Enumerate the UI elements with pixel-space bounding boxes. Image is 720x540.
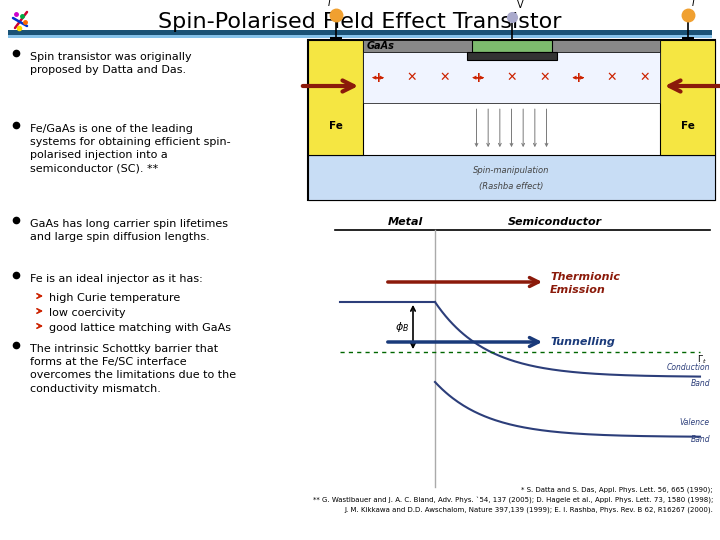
Text: $\Gamma_t$: $\Gamma_t$ <box>697 354 707 367</box>
Bar <box>363 52 660 103</box>
Text: low coercivity: low coercivity <box>49 308 125 318</box>
Text: ✕: ✕ <box>439 71 450 84</box>
Text: Spin-manipulation: Spin-manipulation <box>473 166 549 176</box>
Text: +: + <box>572 71 584 85</box>
Bar <box>330 37 341 41</box>
Text: * S. Datta and S. Das, Appl. Phys. Lett. 56, 665 (1990);: * S. Datta and S. Das, Appl. Phys. Lett.… <box>521 487 713 493</box>
Text: Band: Band <box>690 379 710 388</box>
Text: Conduction: Conduction <box>667 363 710 372</box>
Text: Fe/GaAs is one of the leading
systems for obtaining efficient spin-
polarised in: Fe/GaAs is one of the leading systems fo… <box>30 124 230 173</box>
Text: J. M. Kikkawa and D.D. Awschalom, Nature 397,139 (1999); E. I. Rashba, Phys. Rev: J. M. Kikkawa and D.D. Awschalom, Nature… <box>344 507 713 513</box>
Text: Spin-Polarised Field Effect Transistor: Spin-Polarised Field Effect Transistor <box>158 12 562 32</box>
Bar <box>308 155 715 200</box>
Bar <box>660 40 715 155</box>
Text: Band: Band <box>690 435 710 444</box>
Text: Fe: Fe <box>328 122 343 131</box>
Text: Spin transistor was originally
proposed by Datta and Das.: Spin transistor was originally proposed … <box>30 52 192 75</box>
Bar <box>682 37 693 41</box>
Text: $\phi_B$: $\phi_B$ <box>395 320 409 334</box>
Text: V: V <box>516 0 523 10</box>
Bar <box>8 35 712 38</box>
Text: ** G. Wastlbauer and J. A. C. Bland, Adv. Phys. `54, 137 (2005); D. Hagele et al: ** G. Wastlbauer and J. A. C. Bland, Adv… <box>312 496 713 503</box>
Bar <box>8 30 712 35</box>
Text: Thermionic: Thermionic <box>550 272 620 282</box>
Text: Fe is an ideal injector as it has:: Fe is an ideal injector as it has: <box>30 274 203 284</box>
Text: ✕: ✕ <box>539 71 550 84</box>
Text: GaAs has long carrier spin lifetimes
and large spin diffusion lengths.: GaAs has long carrier spin lifetimes and… <box>30 219 228 242</box>
Bar <box>472 40 552 52</box>
Text: +: + <box>372 71 384 85</box>
Bar <box>363 40 660 52</box>
Text: ✕: ✕ <box>606 71 617 84</box>
Text: (Rashba effect): (Rashba effect) <box>480 182 544 191</box>
Text: GaAs: GaAs <box>367 41 395 51</box>
Text: good lattice matching with GaAs: good lattice matching with GaAs <box>49 323 231 333</box>
Text: I: I <box>328 0 331 8</box>
Text: ✕: ✕ <box>406 71 417 84</box>
Text: Semiconductor: Semiconductor <box>508 217 602 227</box>
Text: +: + <box>472 71 484 85</box>
Text: I: I <box>692 0 695 8</box>
Text: high Curie temperature: high Curie temperature <box>49 293 180 303</box>
Bar <box>308 40 715 200</box>
Text: ✕: ✕ <box>640 71 650 84</box>
Text: Tunnelling: Tunnelling <box>550 337 615 347</box>
Bar <box>467 52 557 60</box>
Bar <box>308 40 363 155</box>
Text: The intrinsic Schottky barrier that
forms at the Fe/SC interface
overcomes the l: The intrinsic Schottky barrier that form… <box>30 344 236 394</box>
Text: Valence: Valence <box>680 418 710 427</box>
Text: Emission: Emission <box>550 285 606 295</box>
Text: ✕: ✕ <box>506 71 517 84</box>
Text: Metal: Metal <box>387 217 423 227</box>
Text: Fe: Fe <box>680 122 694 131</box>
